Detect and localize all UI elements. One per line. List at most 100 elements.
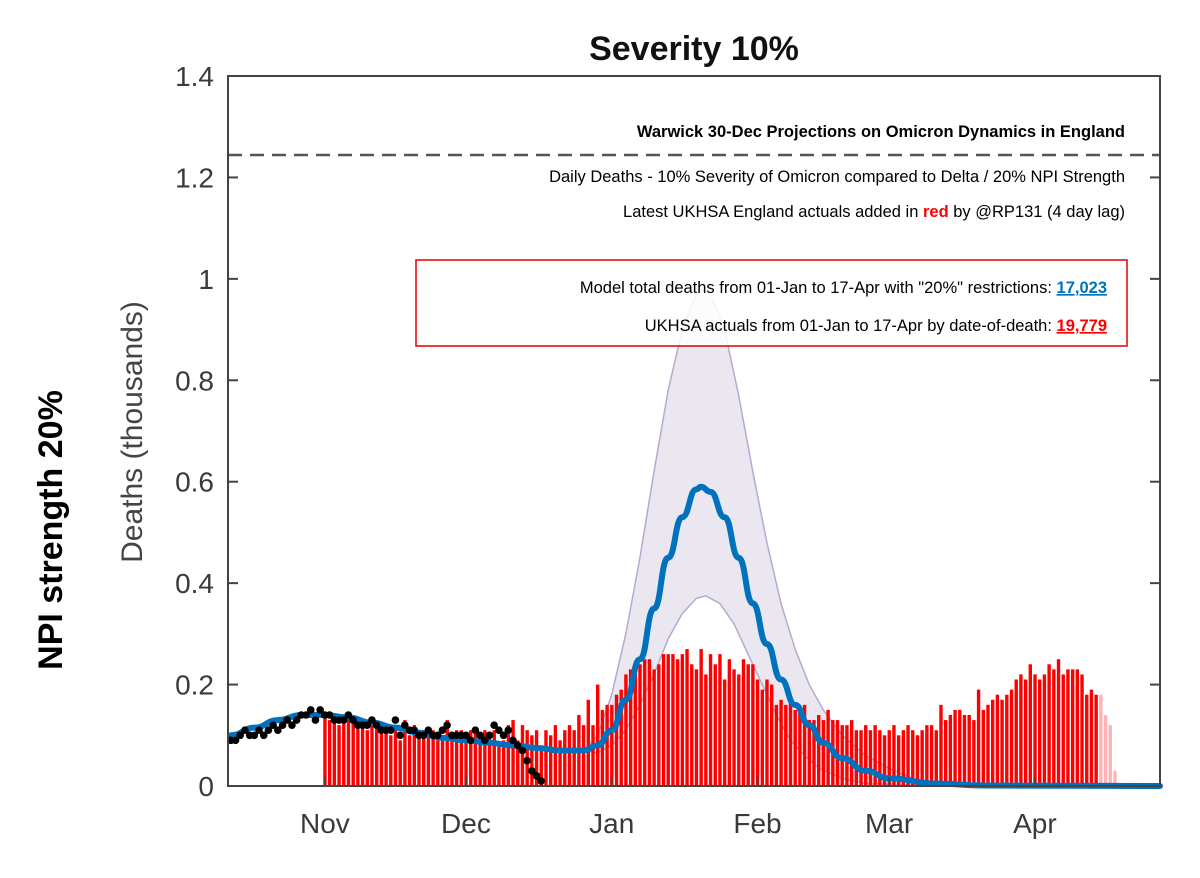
observed-point <box>504 726 513 735</box>
actuals-bar <box>1042 674 1047 786</box>
observed-point <box>231 736 240 745</box>
actuals-bar <box>990 699 995 786</box>
observed-point <box>325 711 334 719</box>
actuals-bar <box>638 664 642 786</box>
actuals-bar <box>610 704 614 786</box>
x-tick-label: Mar <box>865 808 913 839</box>
actuals-bar <box>497 745 501 786</box>
actuals-bar <box>567 725 572 786</box>
actual-total-line: UKHSA actuals from 01-Jan to 17-Apr by d… <box>645 317 1107 335</box>
observed-point <box>292 716 301 724</box>
actual-total-label: UKHSA actuals from 01-Jan to 17-Apr by d… <box>645 317 1057 335</box>
actuals-bar <box>737 674 741 786</box>
actuals-bar <box>520 725 525 786</box>
observed-point <box>523 756 531 765</box>
observed-point <box>485 731 494 740</box>
actuals-bar <box>389 735 393 786</box>
model-line <box>227 483 1163 789</box>
actuals-bar <box>483 730 487 786</box>
actuals-bar <box>732 669 736 786</box>
actuals-bar-lagged <box>1108 725 1112 786</box>
actuals-bar <box>845 725 849 786</box>
actuals-bar <box>962 715 967 786</box>
actuals-bar <box>675 659 680 786</box>
observed-point <box>236 731 245 740</box>
observed-point <box>344 711 353 719</box>
observed-point <box>471 726 480 735</box>
actuals-bar <box>746 664 750 786</box>
y-tick-label: 1 <box>198 264 214 295</box>
plot-frame <box>227 75 1161 787</box>
observed-point <box>259 731 268 740</box>
actuals-bar <box>332 720 337 786</box>
actuals-bar <box>581 725 586 786</box>
actuals-bar <box>459 730 464 786</box>
y-tick-label: 0 <box>198 771 214 802</box>
actuals-bar <box>1005 694 1009 786</box>
observed-point <box>438 726 447 735</box>
actuals-bar <box>346 715 351 786</box>
actuals-bar <box>1009 689 1014 786</box>
observed-point <box>518 746 527 755</box>
actuals-bar <box>1056 659 1061 786</box>
actuals-bar <box>727 659 732 786</box>
observed-point <box>255 726 263 735</box>
actuals-bar <box>337 725 341 786</box>
observed-point <box>499 731 508 740</box>
observed-point <box>306 706 315 714</box>
actuals-bar <box>516 740 520 786</box>
actuals-bar <box>906 725 910 786</box>
actuals-bar <box>878 730 882 786</box>
actuals-bar <box>722 679 727 786</box>
actuals-bar <box>356 725 360 786</box>
model-total-label: Model total deaths from 01-Jan to 17-Apr… <box>580 279 1057 297</box>
observed-point <box>532 772 541 780</box>
actuals-bar <box>713 664 717 786</box>
actuals-bar <box>1080 674 1084 786</box>
actuals-bar <box>1000 699 1004 786</box>
observed-point <box>274 726 282 735</box>
model-line-layer <box>227 483 1163 789</box>
actuals-bar <box>417 730 421 786</box>
actuals-bar <box>492 730 496 786</box>
actuals-bar <box>323 715 327 786</box>
observed-point <box>509 736 517 745</box>
x-ticks: Nov Dec Jan Feb Mar Apr <box>300 777 1057 839</box>
observed-point <box>349 716 357 724</box>
actuals-bar <box>370 725 374 786</box>
actuals-bar <box>445 720 449 786</box>
actuals-bar <box>784 704 788 786</box>
actuals-bar <box>558 740 562 786</box>
observed-point <box>443 721 451 729</box>
x-tick-label: Jan <box>589 808 634 839</box>
actuals-bar <box>450 735 454 786</box>
actuals-bar-lagged <box>1113 770 1117 786</box>
y-tick-label: 1.2 <box>175 162 214 193</box>
actuals-bar <box>887 730 891 786</box>
observed-point <box>424 726 433 735</box>
observed-dots <box>227 706 545 785</box>
actuals-bar <box>379 730 384 786</box>
actuals-bar <box>365 730 369 786</box>
actuals-bar <box>958 709 962 786</box>
actuals-bar <box>1085 694 1089 786</box>
y-tick-label: 0.4 <box>175 568 214 599</box>
actuals-bar <box>534 730 539 786</box>
actuals-bar <box>586 699 590 786</box>
actuals-bar <box>591 725 595 786</box>
actuals-bar <box>666 654 670 786</box>
observed-point <box>311 716 320 724</box>
actuals-bar <box>915 735 920 786</box>
y-tick-label: 0.2 <box>175 670 214 701</box>
actuals-bar <box>652 669 656 786</box>
observed-point <box>401 721 409 729</box>
observed-point <box>419 731 428 740</box>
actuals-bar <box>539 745 543 786</box>
actuals-bar <box>925 725 929 786</box>
actuals-bar <box>976 689 981 786</box>
actuals-bar <box>929 725 934 786</box>
actuals-bar <box>436 740 440 786</box>
actuals-bar <box>1075 669 1080 786</box>
note-red-word: red <box>923 203 949 221</box>
